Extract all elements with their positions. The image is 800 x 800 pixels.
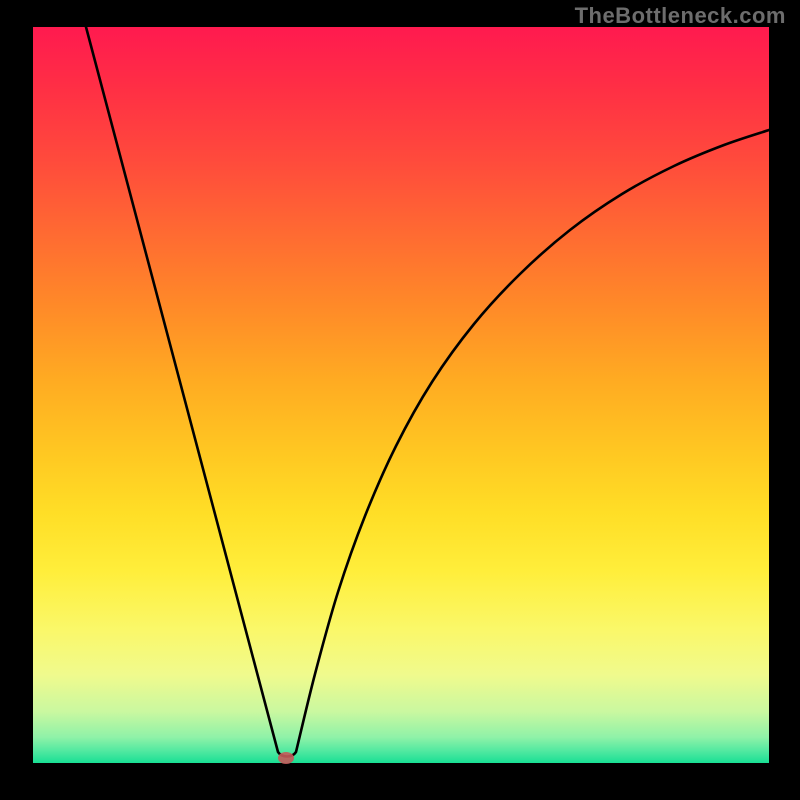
chart-svg [0, 0, 800, 800]
plot-area [33, 27, 769, 763]
trough-marker [278, 752, 294, 764]
